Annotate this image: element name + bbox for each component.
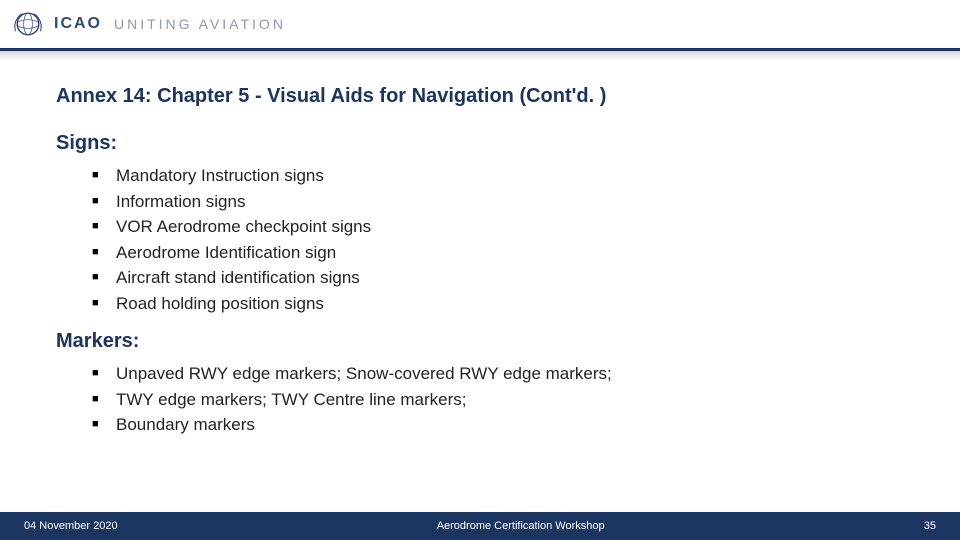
footer: 04 November 2020 Aerodrome Certification… [0, 512, 960, 540]
footer-date: 04 November 2020 [24, 520, 118, 532]
section-heading-markers: Markers: [56, 330, 904, 353]
list-item: TWY edge markers; TWY Centre line marker… [92, 387, 904, 413]
logo: ICAO [10, 6, 102, 42]
org-name: ICAO [54, 15, 102, 33]
section-heading-signs: Signs: [56, 132, 904, 155]
icao-emblem-icon [10, 6, 46, 42]
footer-page: 35 [924, 520, 936, 532]
header: ICAO UNITING AVIATION [0, 0, 960, 48]
signs-list: Mandatory Instruction signs Information … [56, 163, 904, 316]
content: Annex 14: Chapter 5 - Visual Aids for Na… [0, 61, 960, 512]
list-item: Boundary markers [92, 412, 904, 438]
list-item: Aircraft stand identification signs [92, 265, 904, 291]
list-item: Road holding position signs [92, 291, 904, 317]
header-shadow [0, 51, 960, 61]
slide: ICAO UNITING AVIATION Annex 14: Chapter … [0, 0, 960, 540]
list-item: VOR Aerodrome checkpoint signs [92, 214, 904, 240]
list-item: Mandatory Instruction signs [92, 163, 904, 189]
page-title: Annex 14: Chapter 5 - Visual Aids for Na… [56, 85, 904, 108]
tagline: UNITING AVIATION [114, 16, 286, 32]
footer-title: Aerodrome Certification Workshop [118, 520, 924, 532]
list-item: Unpaved RWY edge markers; Snow-covered R… [92, 361, 904, 387]
list-item: Information signs [92, 189, 904, 215]
markers-list: Unpaved RWY edge markers; Snow-covered R… [56, 361, 904, 438]
list-item: Aerodrome Identification sign [92, 240, 904, 266]
